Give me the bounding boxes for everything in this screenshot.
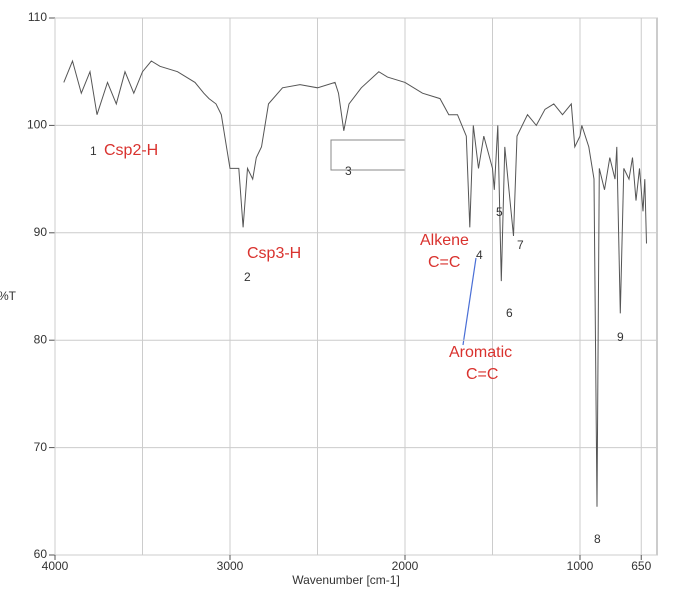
annotation: 5 <box>496 205 503 219</box>
x-tick-label: 1000 <box>567 559 594 573</box>
y-axis-label: %T <box>0 289 17 303</box>
x-tick-label: 650 <box>631 559 651 573</box>
annotation: Alkene <box>420 232 469 249</box>
annotation: Csp3-H <box>247 245 301 262</box>
annotation: 3 <box>345 164 352 178</box>
y-tick-label: 100 <box>27 118 47 132</box>
x-tick-label: 4000 <box>42 559 69 573</box>
annotation: 1 <box>90 144 97 158</box>
x-axis-label: Wavenumber [cm-1] <box>292 573 400 587</box>
annotation: C=C <box>466 366 498 383</box>
x-tick-label: 3000 <box>217 559 244 573</box>
y-tick-label: 80 <box>34 332 48 346</box>
y-tick-label: 60 <box>34 547 48 561</box>
annotation: 9 <box>617 330 624 344</box>
annotation: 6 <box>506 306 513 320</box>
annotation: C=C <box>428 254 460 271</box>
highlight-box <box>330 139 406 171</box>
spectrum-line <box>63 59 647 507</box>
annotation: 4 <box>476 248 483 262</box>
connector-line <box>462 257 477 346</box>
y-tick-label: 70 <box>34 440 48 454</box>
y-tick-label: 110 <box>28 10 47 24</box>
plot-frame <box>54 17 658 556</box>
annotation: 2 <box>244 270 251 284</box>
annotation: 8 <box>594 532 601 546</box>
annotation: 7 <box>517 238 524 252</box>
x-tick-label: 2000 <box>392 559 419 573</box>
y-tick-label: 90 <box>34 225 48 239</box>
annotation: Csp2-H <box>104 142 158 159</box>
annotation: Aromatic <box>449 344 512 361</box>
